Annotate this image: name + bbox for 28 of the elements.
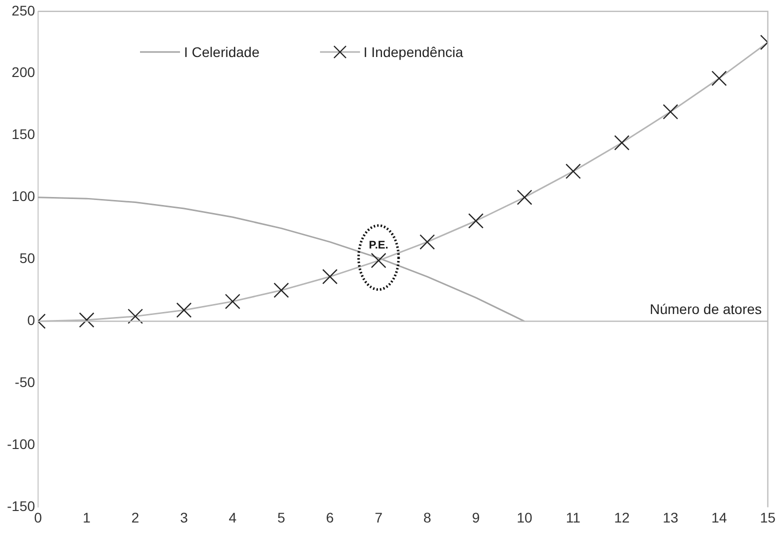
x-axis-title: Número de atores — [650, 301, 762, 318]
y-tick-label: 100 — [12, 188, 36, 204]
y-tick-label: 200 — [12, 64, 36, 80]
x-tick-label: 3 — [180, 509, 188, 526]
legend-label: I Independência — [364, 44, 464, 60]
y-tick-label: -100 — [6, 436, 36, 452]
x-tick-label: 11 — [566, 509, 581, 526]
y-tick-label: 50 — [19, 250, 36, 266]
x-tick-label: 14 — [711, 509, 728, 526]
x-tick-label: 8 — [423, 509, 432, 526]
annotation: P.E. — [368, 240, 388, 252]
x-tick-label: 4 — [228, 509, 237, 526]
y-tick-label: -150 — [6, 498, 36, 514]
y-tick-label: 150 — [12, 126, 36, 142]
x-tick-label: 10 — [516, 509, 533, 526]
y-tick-label: 0 — [27, 312, 36, 328]
x-tick-label: 7 — [374, 509, 383, 526]
x-tick-label: 12 — [614, 509, 630, 526]
x-tick-label: 1 — [82, 509, 91, 526]
y-tick-label: 250 — [12, 2, 36, 18]
legend-label: I Celeridade — [184, 44, 260, 60]
x-tick-label: 15 — [760, 509, 776, 526]
x-tick-label: 6 — [326, 509, 334, 526]
y-tick-label: -50 — [14, 374, 36, 390]
x-tick-label: 13 — [662, 509, 678, 526]
x-tick-label: 2 — [131, 509, 140, 526]
x-tick-label: 9 — [472, 509, 480, 526]
x-tick-label: 5 — [277, 509, 286, 526]
